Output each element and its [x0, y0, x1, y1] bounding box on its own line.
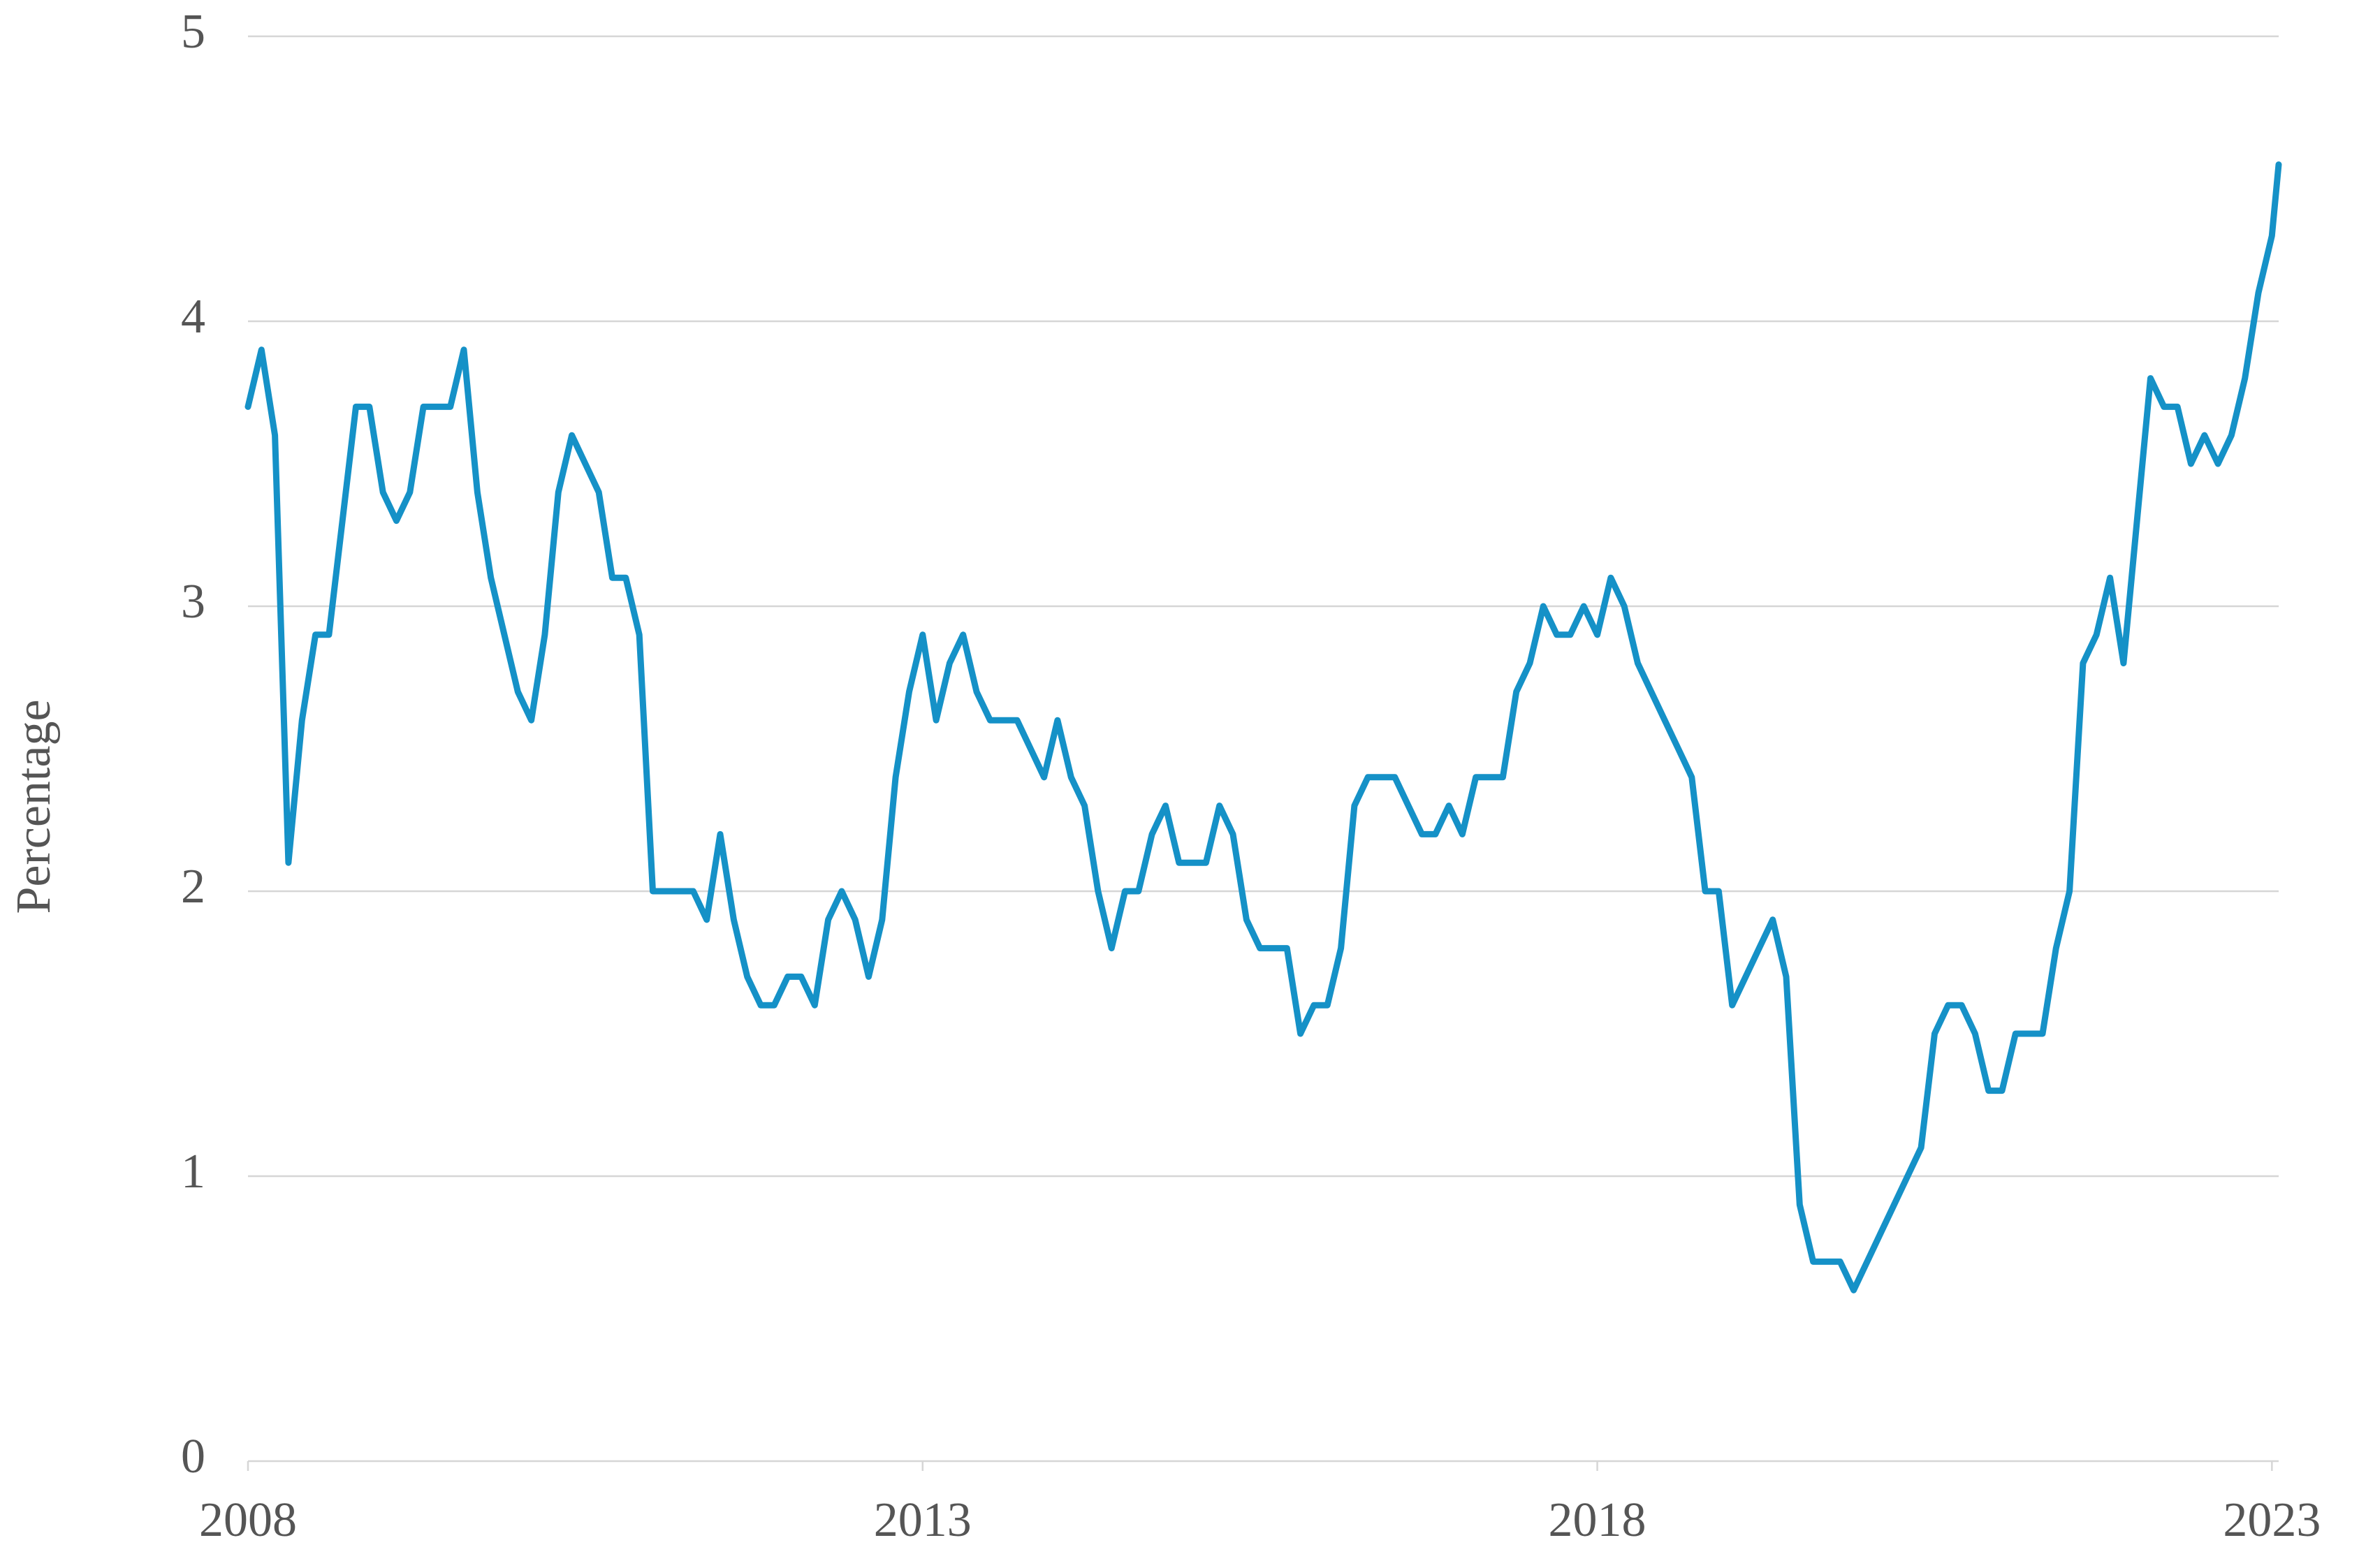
y-tick-label: 5 — [181, 5, 205, 59]
x-tick-label: 2008 — [199, 1493, 297, 1547]
y-tick-label: 2 — [181, 860, 205, 914]
y-tick-label: 4 — [181, 290, 205, 344]
y-tick-label: 1 — [181, 1145, 205, 1199]
y-axis-label: Percentage — [7, 699, 61, 914]
x-tick-label: 2023 — [2223, 1493, 2321, 1547]
y-tick-label: 0 — [181, 1430, 205, 1483]
y-tick-label: 3 — [181, 575, 205, 629]
x-tick-label: 2018 — [1549, 1493, 1646, 1547]
data-line — [244, 161, 2282, 1294]
x-tick-label: 2013 — [874, 1493, 972, 1547]
